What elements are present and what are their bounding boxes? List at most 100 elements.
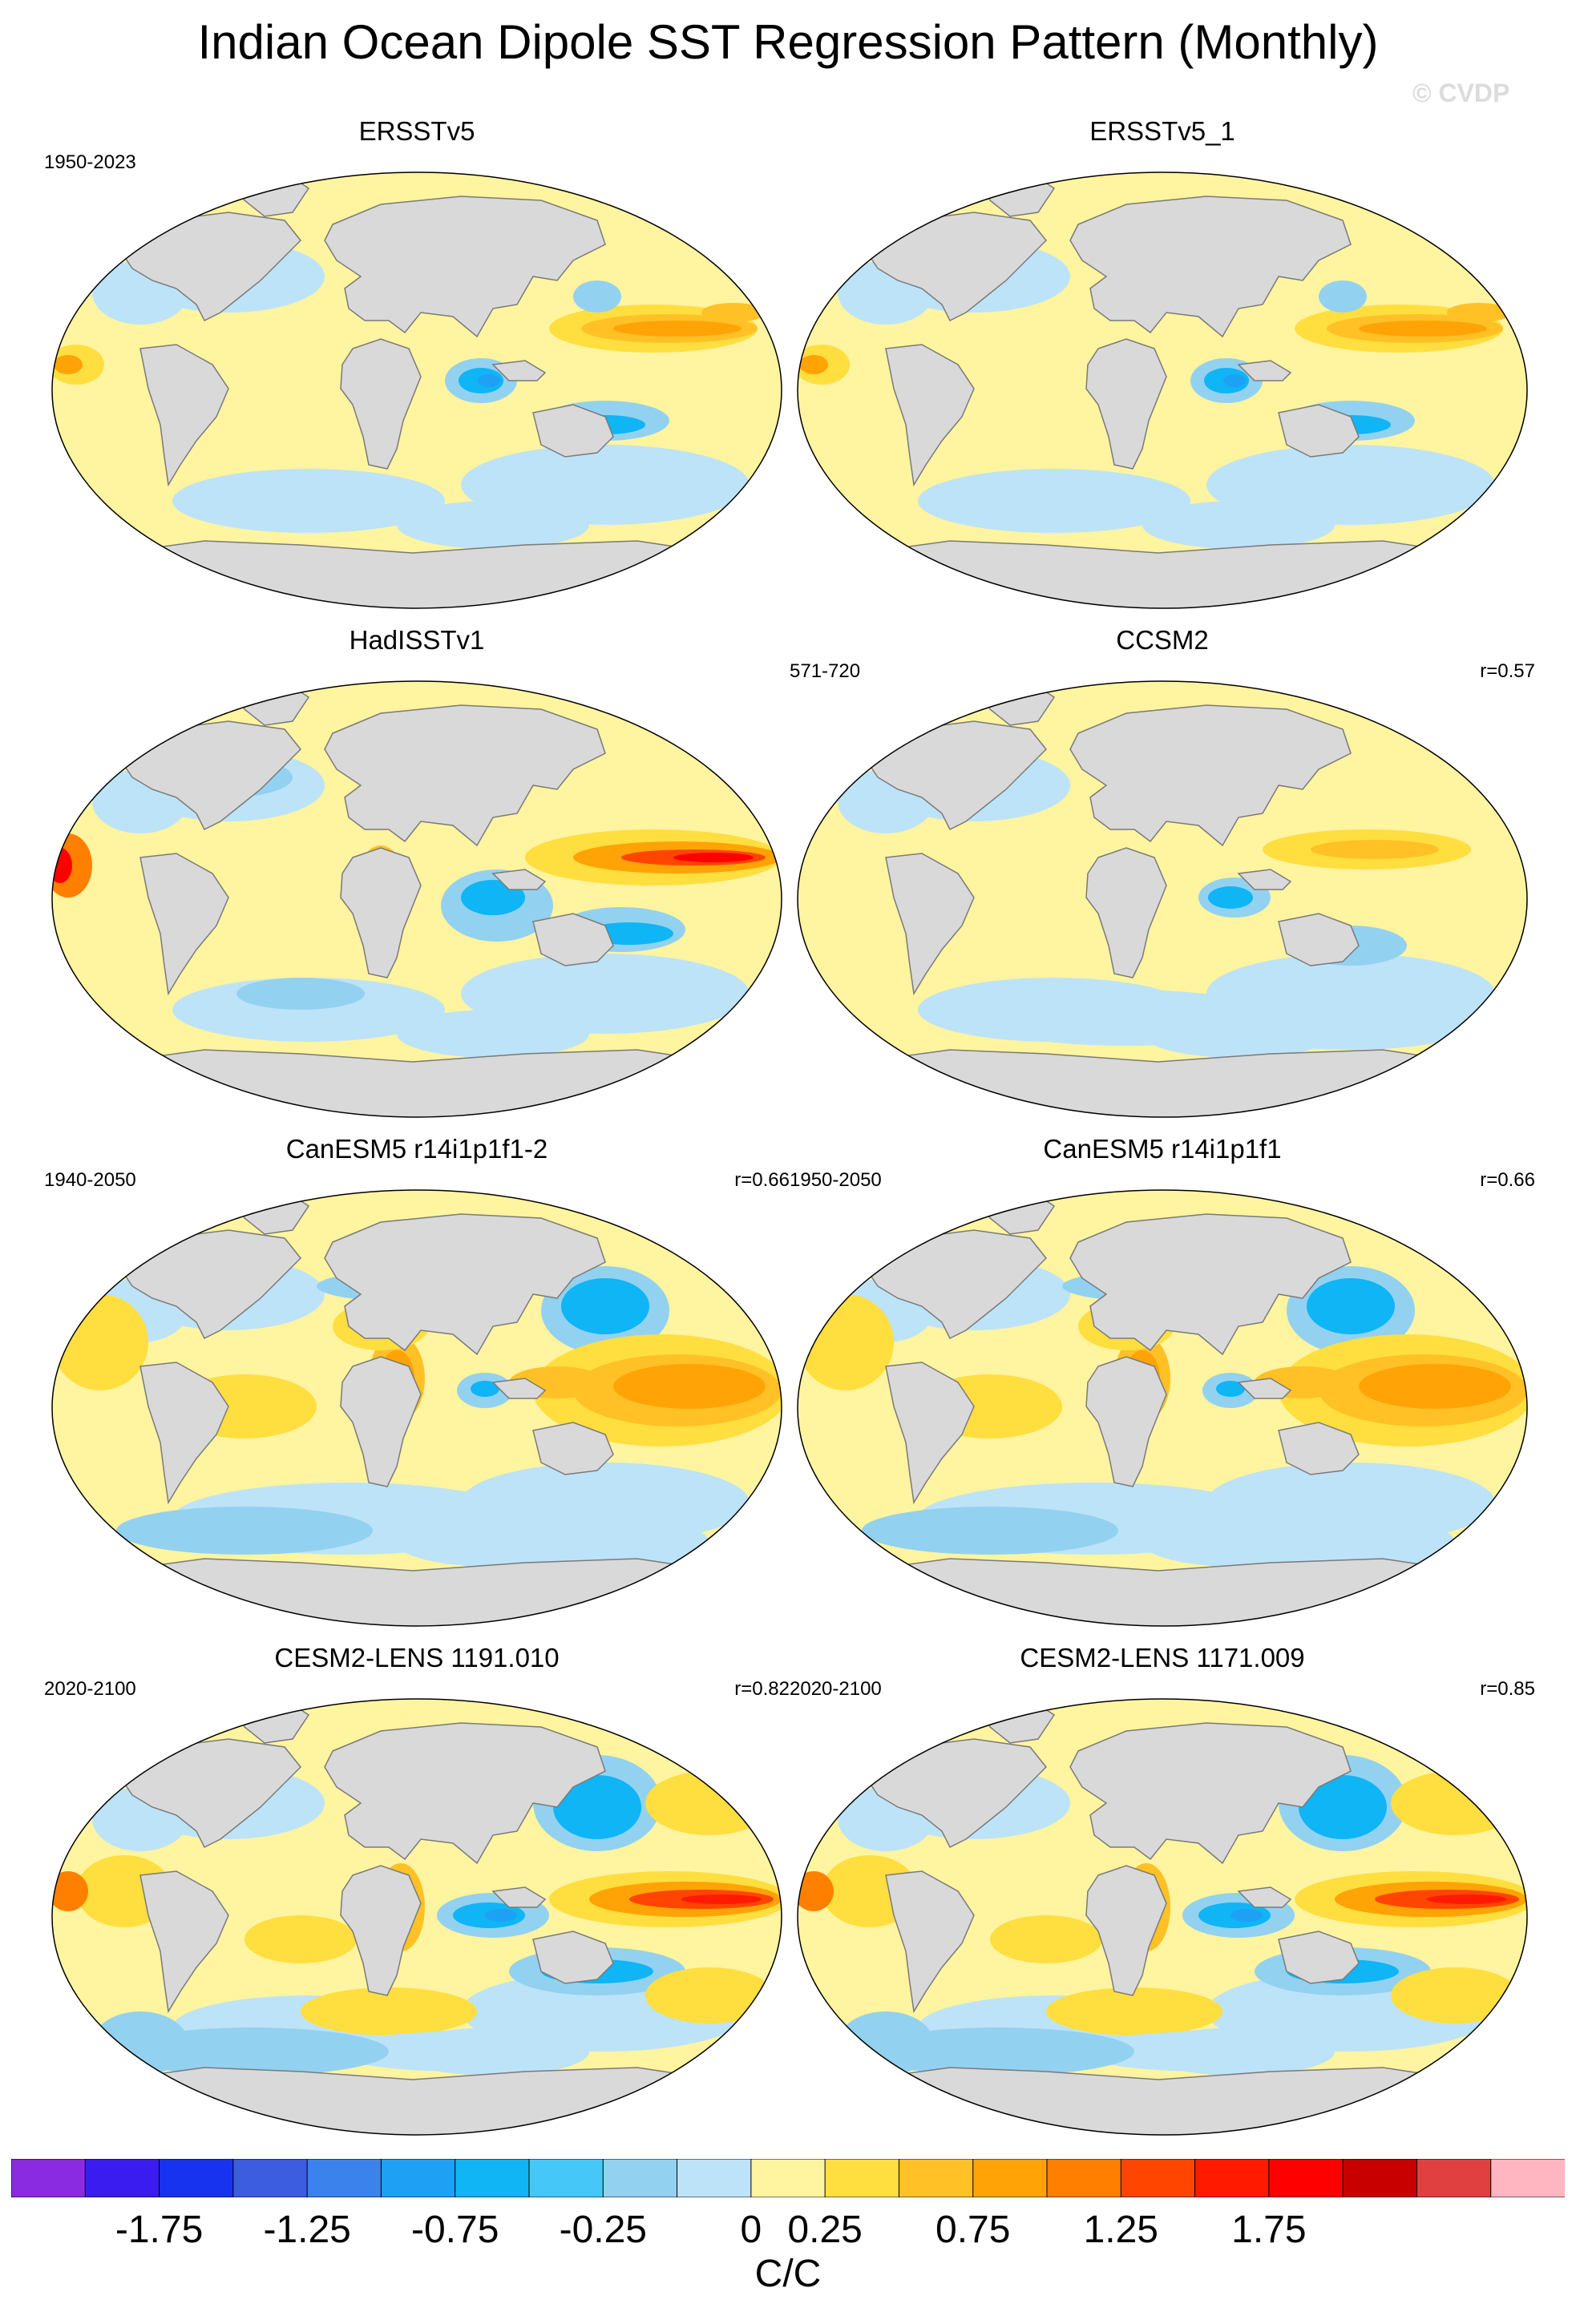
panel-title: CESM2-LENS 1191.010 xyxy=(274,1643,560,1672)
panel-period: 1950-2050 xyxy=(790,1169,882,1191)
colorbar-tick-label: -1.75 xyxy=(115,2209,204,2251)
colorbar-swatch xyxy=(972,2159,1048,2197)
sst-anomaly-patch xyxy=(681,1894,762,1904)
sst-anomaly-patch xyxy=(478,374,500,387)
sst-anomaly-patch xyxy=(701,303,766,322)
sst-anomaly-patch xyxy=(1046,1987,1222,2036)
map-border xyxy=(797,171,1528,609)
sst-anomaly-patch xyxy=(573,280,621,313)
sst-anomaly-patch xyxy=(485,1909,517,1922)
colorbar-swatch xyxy=(1120,2159,1196,2197)
map-border xyxy=(51,680,782,1118)
sst-regression-map xyxy=(797,171,1528,609)
land-indonesia xyxy=(1237,360,1292,381)
panel-pattern-correlation: r=0.66 xyxy=(734,1169,790,1191)
map-border xyxy=(797,1189,1528,1627)
panel-title: CanESM5 r14i1p1f1-2 xyxy=(285,1134,548,1164)
land-australia xyxy=(1278,913,1360,966)
colorbar-swatch xyxy=(528,2159,604,2197)
land-eurasia xyxy=(1069,1213,1352,1356)
colorbar-swatch xyxy=(750,2159,826,2197)
colorbar-swatch xyxy=(232,2159,309,2197)
land-northamerica xyxy=(115,1738,302,1849)
sst-anomaly-patch xyxy=(1427,1894,1507,1904)
panel-period: 2020-2100 xyxy=(44,1678,136,1700)
panel-period: 1940-2050 xyxy=(44,1169,136,1191)
sst-anomaly-patch xyxy=(1223,374,1246,387)
land-eurasia xyxy=(324,1722,606,1865)
sst-regression-map xyxy=(51,1698,782,2136)
sst-anomaly-patch xyxy=(1447,303,1511,322)
sst-anomaly-patch xyxy=(1391,1771,1519,1835)
panel-title: ERSSTv5_1 xyxy=(1089,116,1235,146)
map-panel: CanESM5 r14i1p1f1-2 1940-2050 r=0.66 xyxy=(44,1134,790,1663)
land-africa xyxy=(340,338,422,470)
land-northamerica xyxy=(860,212,1048,322)
colorbar-swatch xyxy=(84,2159,160,2197)
sst-anomaly-patch xyxy=(236,978,365,1010)
land-australia xyxy=(532,1931,614,1984)
land-eurasia xyxy=(324,1213,606,1356)
cvdp-watermark: © CVDP xyxy=(1412,79,1510,107)
colorbar-swatch xyxy=(455,2159,531,2197)
land-australia xyxy=(1278,1931,1360,1984)
map-panel: CESM2-LENS 1191.010 2020-2100 r=0.82 xyxy=(44,1643,790,2172)
sst-anomaly-patch xyxy=(990,1915,1102,1963)
sst-anomaly-patch xyxy=(1359,321,1487,337)
sst-field xyxy=(52,1699,782,2135)
colorbar-swatch xyxy=(159,2159,234,2197)
sst-field xyxy=(52,172,782,608)
sst-anomaly-patch xyxy=(838,2011,934,2076)
land-northamerica xyxy=(860,720,1048,831)
land-africa xyxy=(1085,1356,1167,1487)
colorbar-swatch xyxy=(1046,2159,1122,2197)
colorbar-swatch xyxy=(1194,2159,1270,2197)
sst-anomaly-patch xyxy=(172,469,445,533)
land-australia xyxy=(532,1422,614,1475)
sst-anomaly-patch xyxy=(1359,1364,1511,1409)
sst-anomaly-patch xyxy=(471,1381,499,1397)
sst-anomaly-patch xyxy=(553,1775,641,1839)
map-panel: CCSM2 571-720 r=0.57 xyxy=(790,625,1535,1154)
land-southamerica xyxy=(139,1362,229,1505)
colorbar-swatch xyxy=(380,2159,456,2197)
land-northamerica xyxy=(115,1229,302,1340)
sst-regression-map xyxy=(797,1698,1528,2136)
colorbar-swatch xyxy=(1342,2159,1418,2197)
land-indonesia xyxy=(491,1886,547,1908)
land-southamerica xyxy=(885,1362,975,1505)
sst-anomaly-patch xyxy=(1311,840,1439,859)
sst-anomaly-patch xyxy=(1142,501,1335,549)
colorbar-swatch xyxy=(11,2159,87,2197)
colorbar-swatch xyxy=(677,2159,752,2197)
colorbar-tick-label: 0.75 xyxy=(935,2209,1011,2251)
sst-anomaly-patch xyxy=(1230,1002,1471,1050)
sst-anomaly-patch xyxy=(397,1010,589,1058)
land-africa xyxy=(340,1865,422,1996)
map-border xyxy=(51,171,782,609)
sst-anomaly-patch xyxy=(397,501,589,549)
land-indonesia xyxy=(1237,1378,1292,1399)
sst-anomaly-patch xyxy=(1230,1909,1263,1922)
colorbar xyxy=(11,2159,1565,2197)
sst-anomaly-patch xyxy=(301,1987,477,2036)
sst-anomaly-patch xyxy=(1319,280,1367,313)
sst-field xyxy=(52,681,782,1117)
colorbar-swatch xyxy=(898,2159,974,2197)
colorbar-tick-label: 1.25 xyxy=(1083,2209,1158,2251)
sst-anomaly-patch xyxy=(673,853,754,862)
panel-period: 571-720 xyxy=(790,660,861,682)
sst-anomaly-patch xyxy=(1208,886,1253,909)
land-southamerica xyxy=(139,853,229,996)
land-indonesia xyxy=(491,360,547,381)
land-africa xyxy=(340,847,422,978)
land-eurasia xyxy=(1069,704,1352,847)
panel-title: CanESM5 r14i1p1f1 xyxy=(1043,1134,1282,1164)
land-australia xyxy=(532,913,614,966)
panel-pattern-correlation: r=0.57 xyxy=(1480,660,1535,682)
sst-regression-map xyxy=(51,680,782,1118)
sst-regression-map xyxy=(51,171,782,609)
sst-field xyxy=(798,1190,1527,1626)
map-panel: ERSSTv5_1 xyxy=(790,116,1535,645)
colorbar-swatch xyxy=(1490,2159,1565,2197)
